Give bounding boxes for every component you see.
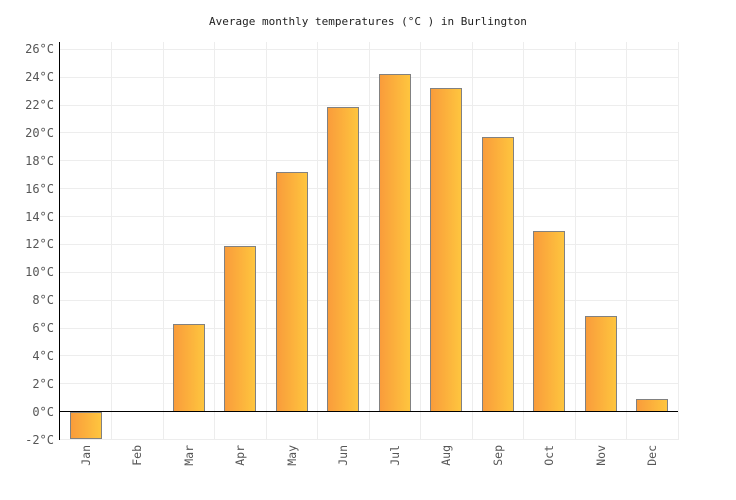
zero-baseline: [58, 410, 678, 413]
y-tick-label-4: 4°C: [32, 348, 54, 363]
x-tick-label-oct: Oct: [542, 445, 557, 466]
v-gridline: [111, 42, 112, 440]
x-tick-label-may: May: [284, 445, 299, 466]
y-tick-label-0: 0°C: [32, 404, 54, 419]
v-gridline: [317, 42, 318, 440]
x-tick-label-apr: Apr: [233, 445, 248, 466]
x-tick-label-nov: Nov: [593, 445, 608, 466]
x-tick-label-jun: Jun: [336, 445, 351, 466]
bar-apr: [224, 245, 257, 412]
y-tick-label-18: 18°C: [25, 153, 54, 168]
x-tick-label-mar: Mar: [181, 445, 196, 466]
bar-jun: [327, 106, 360, 412]
y-tick-label-12: 12°C: [25, 237, 54, 252]
y-tick-label-22: 22°C: [25, 98, 54, 113]
y-tick-label-16: 16°C: [25, 181, 54, 196]
v-gridline: [471, 42, 473, 440]
v-gridline: [214, 42, 215, 440]
bar-mar: [172, 323, 205, 412]
x-tick-label-dec: Dec: [645, 445, 660, 466]
x-tick-label-jul: Jul: [387, 445, 402, 466]
v-gridline: [162, 42, 164, 440]
y-tick-label--2: -2°C: [25, 432, 54, 447]
x-tick-label-sep: Sep: [490, 445, 505, 466]
y-tick-label-26: 26°C: [25, 42, 54, 57]
chart-title: Average monthly temperatures (°C ) in Bu…: [209, 15, 527, 28]
v-gridline: [523, 42, 524, 440]
y-tick-label-6: 6°C: [32, 321, 54, 336]
bar-may: [275, 172, 308, 412]
v-gridline: [677, 42, 679, 440]
bar-jan: [69, 411, 102, 440]
bar-aug: [430, 88, 463, 412]
y-tick-label-2: 2°C: [32, 376, 54, 391]
v-gridline: [626, 42, 627, 440]
bar-jul: [378, 74, 411, 412]
x-tick-label-jan: Jan: [78, 445, 93, 466]
v-gridline: [420, 42, 421, 440]
x-tick-label-feb: Feb: [130, 445, 145, 466]
y-tick-label-14: 14°C: [25, 209, 54, 224]
y-tick-label-20: 20°C: [25, 125, 54, 140]
bar-dec: [636, 399, 669, 412]
v-gridline: [574, 42, 576, 440]
bar-nov: [584, 315, 617, 412]
y-axis-line: [58, 42, 60, 440]
x-tick-label-aug: Aug: [439, 445, 454, 466]
y-tick-label-8: 8°C: [32, 293, 54, 308]
v-gridline: [368, 42, 370, 440]
bar-oct: [533, 230, 566, 412]
y-tick-label-24: 24°C: [25, 70, 54, 85]
v-gridline: [265, 42, 267, 440]
bar-sep: [481, 137, 514, 412]
y-tick-label-10: 10°C: [25, 265, 54, 280]
